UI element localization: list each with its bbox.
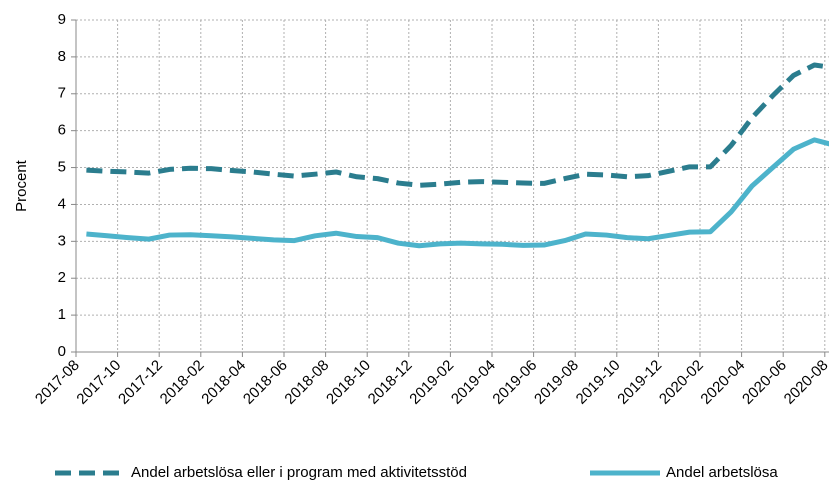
x-tick-label: 2020-02: [656, 357, 707, 408]
x-tick-label: 2020-04: [697, 357, 748, 408]
y-tick-label: 5: [58, 159, 66, 176]
plot-area: [86, 62, 829, 249]
y-axis-label: Procent: [13, 159, 30, 212]
line-series: [86, 62, 829, 188]
x-tick-label: 2018-04: [198, 357, 249, 408]
x-tick-label: 2019-02: [406, 357, 457, 408]
y-tick-label: 6: [58, 122, 66, 139]
grid: [71, 19, 829, 357]
x-tick-label: 2019-12: [614, 357, 665, 408]
y-tick-label: 7: [58, 85, 66, 102]
x-tick-label: 2019-10: [573, 357, 624, 408]
x-tick-label: 2017-12: [115, 357, 166, 408]
x-tick-label: 2019-06: [489, 357, 540, 408]
y-tick-label: 0: [58, 343, 66, 360]
y-tick-label: 1: [58, 306, 66, 323]
x-tick-label: 2018-08: [281, 357, 332, 408]
x-tick-label: 2017-08: [32, 357, 83, 408]
x-tick-label: 2018-12: [365, 357, 416, 408]
x-tick-label: 2017-10: [73, 357, 124, 408]
y-tick-label: 9: [58, 11, 66, 28]
y-tick-label: 3: [58, 232, 66, 249]
x-tick-label: 2018-10: [323, 357, 374, 408]
x-tick-label: 2019-04: [448, 357, 499, 408]
x-tick-label: 2020-06: [739, 357, 790, 408]
legend-label: Andel arbetslösa: [666, 464, 778, 481]
y-tick-label: 2: [58, 269, 66, 286]
x-tick-label: 2020-08: [781, 357, 829, 408]
line-series: [86, 137, 829, 249]
x-tick-label: 2019-08: [531, 357, 582, 408]
y-tick-label: 8: [58, 48, 66, 65]
legend-label: Andel arbetslösa eller i program med akt…: [131, 464, 467, 481]
x-tick-label: 2018-02: [157, 357, 208, 408]
y-tick-label: 4: [58, 195, 66, 212]
x-tick-label: 2018-06: [240, 357, 291, 408]
